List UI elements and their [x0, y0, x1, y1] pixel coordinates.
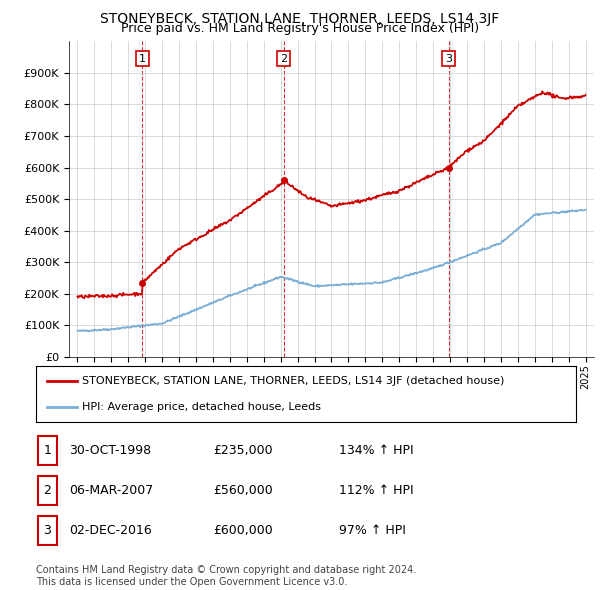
- Text: 3: 3: [445, 54, 452, 64]
- Text: STONEYBECK, STATION LANE, THORNER, LEEDS, LS14 3JF: STONEYBECK, STATION LANE, THORNER, LEEDS…: [100, 12, 500, 26]
- Text: 30-OCT-1998: 30-OCT-1998: [69, 444, 151, 457]
- FancyBboxPatch shape: [38, 476, 57, 504]
- Text: 06-MAR-2007: 06-MAR-2007: [69, 484, 153, 497]
- Text: 97% ↑ HPI: 97% ↑ HPI: [339, 524, 406, 537]
- Text: Price paid vs. HM Land Registry's House Price Index (HPI): Price paid vs. HM Land Registry's House …: [121, 22, 479, 35]
- Text: HPI: Average price, detached house, Leeds: HPI: Average price, detached house, Leed…: [82, 402, 321, 412]
- Text: 02-DEC-2016: 02-DEC-2016: [69, 524, 152, 537]
- Text: 2: 2: [280, 54, 287, 64]
- Text: 134% ↑ HPI: 134% ↑ HPI: [339, 444, 413, 457]
- Text: 2: 2: [43, 484, 52, 497]
- Text: 3: 3: [43, 524, 52, 537]
- Text: £560,000: £560,000: [213, 484, 273, 497]
- Text: 112% ↑ HPI: 112% ↑ HPI: [339, 484, 413, 497]
- Text: 1: 1: [43, 444, 52, 457]
- FancyBboxPatch shape: [38, 436, 57, 464]
- Text: £235,000: £235,000: [213, 444, 272, 457]
- Text: £600,000: £600,000: [213, 524, 273, 537]
- FancyBboxPatch shape: [38, 516, 57, 545]
- Text: Contains HM Land Registry data © Crown copyright and database right 2024.
This d: Contains HM Land Registry data © Crown c…: [36, 565, 416, 587]
- Text: STONEYBECK, STATION LANE, THORNER, LEEDS, LS14 3JF (detached house): STONEYBECK, STATION LANE, THORNER, LEEDS…: [82, 376, 504, 386]
- Text: 1: 1: [139, 54, 146, 64]
